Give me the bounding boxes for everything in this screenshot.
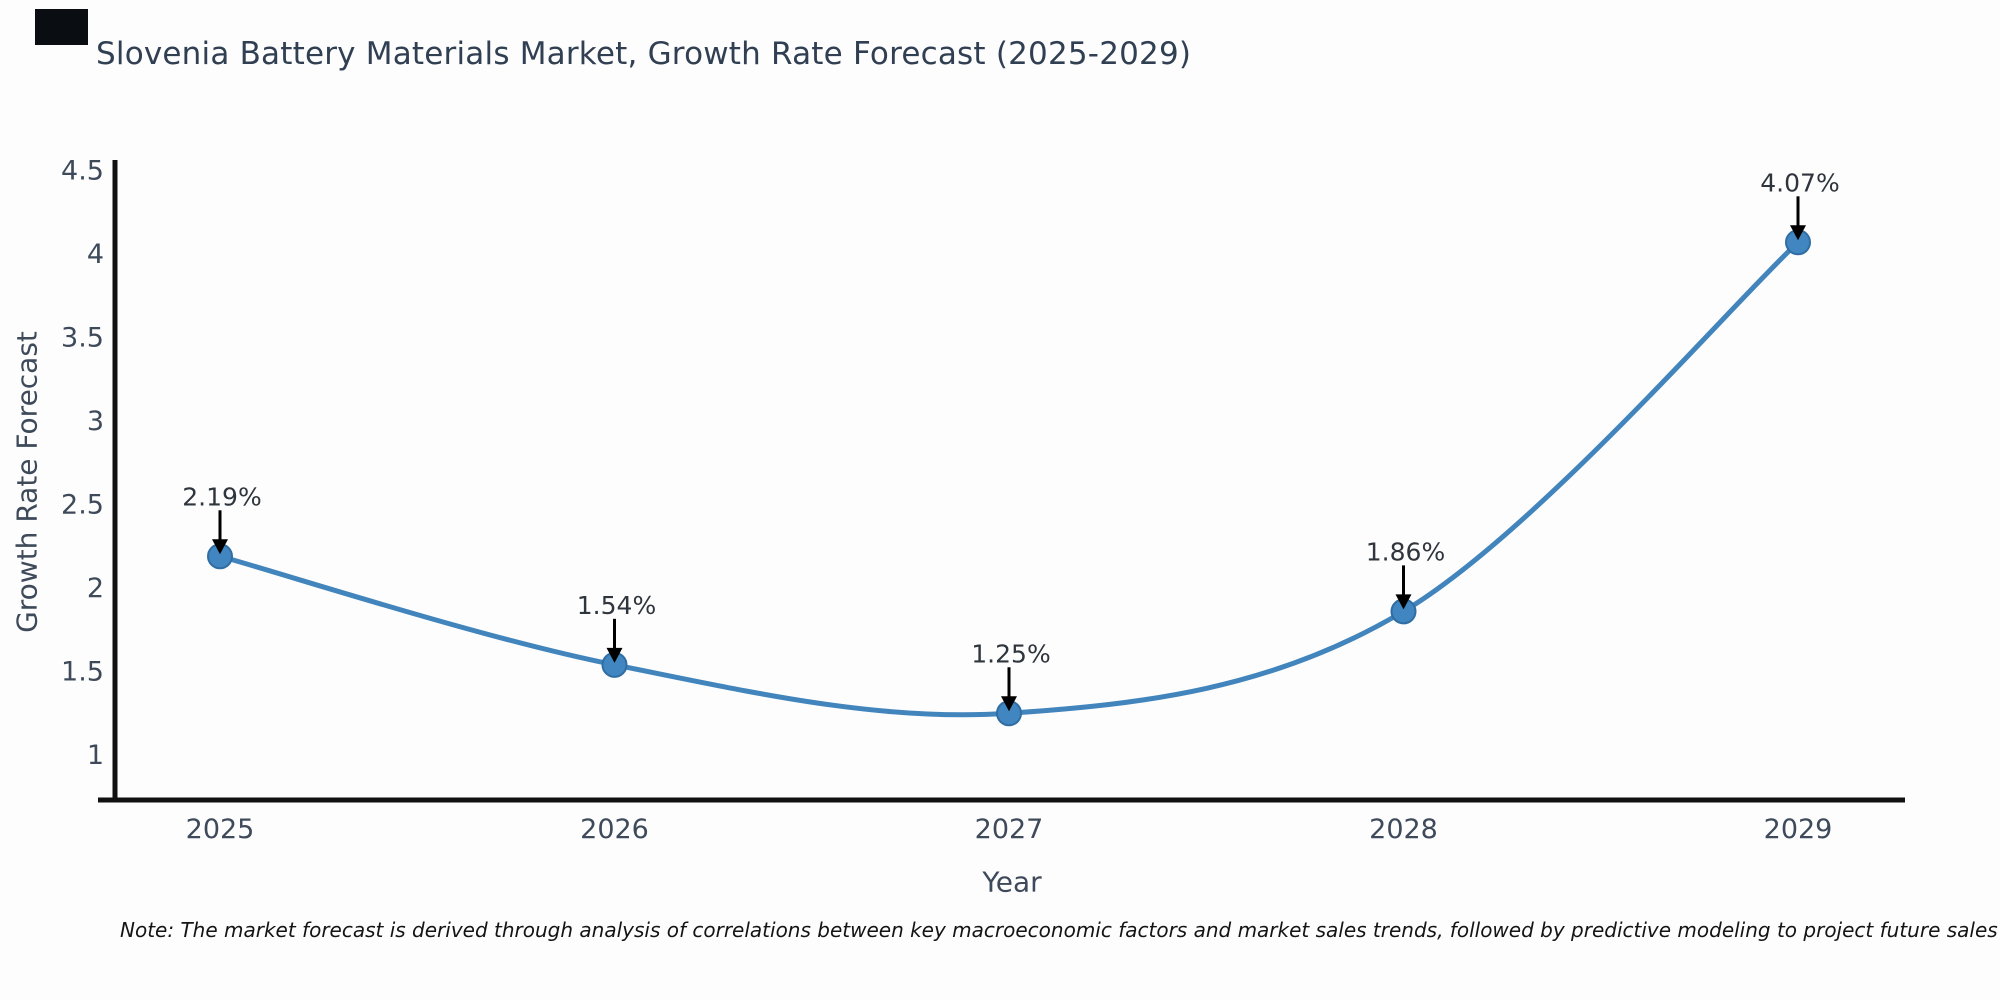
data-point-label: 1.86% (1366, 537, 1445, 566)
x-tick-label: 2026 (580, 814, 649, 845)
y-tick-label: 1.5 (61, 657, 104, 688)
corner-logo-block (35, 9, 88, 45)
y-tick-label: 4.5 (61, 156, 104, 187)
annotation-2029: 4.07% (1760, 168, 1840, 256)
footnote: Note: The market forecast is derived thr… (120, 918, 1998, 942)
y-tick-label: 3.5 (61, 323, 104, 354)
data-point-label: 4.07% (1760, 168, 1839, 197)
annotation-arrowhead (1001, 696, 1017, 712)
y-tick-label: 1 (87, 740, 104, 771)
y-axis-title: Growth Rate Forecast (10, 331, 44, 633)
data-point-label: 1.25% (971, 639, 1050, 668)
y-tick-label: 2.5 (61, 490, 104, 521)
annotation-2026: 1.54% (577, 591, 656, 678)
data-point-label: 2.19% (182, 482, 261, 511)
x-tick-label: 2025 (186, 814, 255, 845)
y-tick-label: 4 (87, 239, 104, 270)
annotation-2027: 1.25% (971, 639, 1051, 727)
annotation-2028: 1.86% (1366, 537, 1445, 625)
x-tick-label: 2028 (1369, 814, 1438, 845)
annotation-arrowhead (1790, 225, 1806, 241)
x-tick-label: 2029 (1764, 814, 1833, 845)
data-point-label: 1.54% (577, 591, 656, 620)
x-tick-label: 2027 (975, 814, 1044, 845)
annotation-arrowhead (212, 539, 228, 555)
annotation-2025: 2.19% (182, 482, 262, 570)
y-tick-label: 2 (87, 573, 104, 604)
annotation-arrowhead (1395, 594, 1412, 610)
y-tick-label: 3 (87, 406, 104, 437)
chart-title: Slovenia Battery Materials Market, Growt… (96, 36, 1192, 72)
x-axis-title: Year (982, 865, 1042, 899)
annotation-arrowhead (606, 647, 623, 663)
